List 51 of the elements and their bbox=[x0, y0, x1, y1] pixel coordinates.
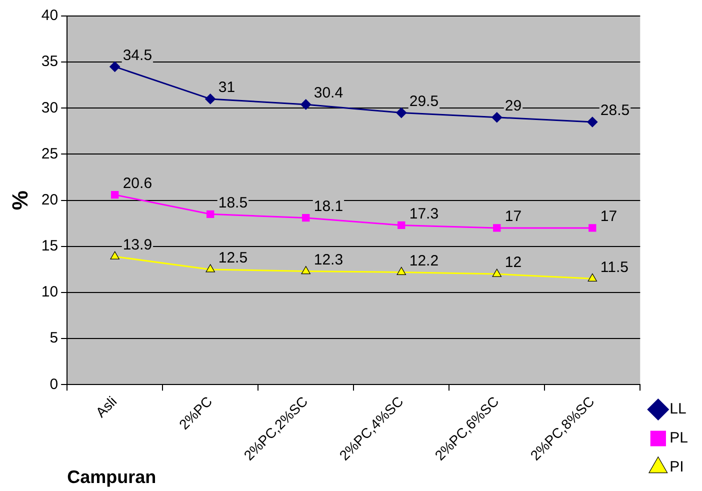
y-tick-label: 25 bbox=[41, 145, 58, 162]
legend-label: PI bbox=[670, 458, 684, 476]
point bbox=[493, 224, 501, 232]
point bbox=[398, 221, 406, 230]
point bbox=[302, 214, 310, 222]
point bbox=[588, 224, 596, 232]
y-tick-label: 0 bbox=[50, 376, 58, 393]
data-label: 13.9 bbox=[122, 236, 152, 254]
data-label: 18.5 bbox=[218, 194, 248, 212]
data-label: 34.5 bbox=[122, 46, 152, 64]
data-label: 31 bbox=[218, 79, 236, 96]
data-label: 30.4 bbox=[314, 84, 344, 102]
point bbox=[587, 116, 598, 128]
point bbox=[205, 94, 216, 104]
y-tick-label: 15 bbox=[41, 238, 58, 255]
point bbox=[396, 266, 406, 276]
point bbox=[588, 273, 598, 282]
data-label: 28.5 bbox=[600, 102, 630, 120]
data-label: 20.6 bbox=[122, 174, 152, 192]
data-label: 12.2 bbox=[409, 252, 439, 270]
y-tick-label: 5 bbox=[50, 330, 58, 347]
point bbox=[300, 99, 312, 110]
y-axis-title: % bbox=[7, 190, 32, 210]
data-label: 17.3 bbox=[409, 205, 439, 222]
point bbox=[206, 210, 214, 218]
data-label: 17 bbox=[504, 208, 522, 226]
data-label: 12.5 bbox=[218, 250, 248, 267]
x-tick-label: Asli bbox=[92, 393, 120, 420]
point bbox=[110, 251, 120, 260]
y-tick-label: 35 bbox=[41, 53, 58, 70]
point bbox=[301, 266, 310, 274]
point bbox=[206, 264, 215, 272]
data-label: 29.5 bbox=[409, 92, 439, 110]
y-tick-label: 20 bbox=[41, 191, 58, 208]
data-label: 18.1 bbox=[314, 198, 344, 215]
point bbox=[110, 61, 120, 72]
data-label: 11.5 bbox=[600, 258, 628, 276]
data-label: 29 bbox=[504, 98, 522, 115]
y-tick-label: 10 bbox=[41, 284, 58, 301]
data-label: 17 bbox=[600, 208, 618, 226]
legend-label: PL bbox=[670, 430, 688, 447]
point bbox=[492, 268, 502, 277]
point bbox=[396, 107, 407, 118]
point bbox=[492, 112, 502, 123]
y-tick-label: 30 bbox=[41, 99, 58, 116]
x-axis-title: Campuran bbox=[67, 467, 156, 488]
y-tick-label: 40 bbox=[41, 7, 58, 24]
point bbox=[111, 190, 119, 199]
legend-label: LL bbox=[670, 400, 686, 418]
data-label: 12 bbox=[504, 254, 522, 272]
data-label: 12.3 bbox=[314, 251, 344, 268]
